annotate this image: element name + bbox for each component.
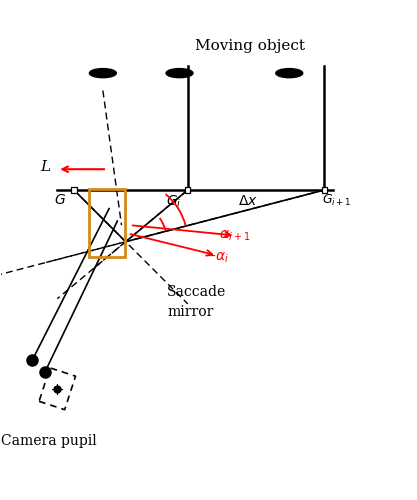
Text: $\Delta x$: $\Delta x$: [238, 194, 258, 208]
Text: Moving object: Moving object: [195, 39, 305, 53]
Ellipse shape: [89, 68, 116, 78]
Bar: [89, 189, 125, 257]
Text: Camera pupil: Camera pupil: [1, 434, 97, 448]
Bar: [71, 187, 77, 192]
Text: L: L: [40, 160, 50, 174]
Text: $-\alpha_i$: $-\alpha_i$: [204, 251, 230, 266]
Ellipse shape: [276, 68, 303, 78]
Bar: [185, 187, 191, 192]
Bar: [322, 187, 327, 192]
Text: $-\alpha_{i+1}$: $-\alpha_{i+1}$: [208, 228, 251, 242]
Ellipse shape: [166, 68, 193, 78]
Text: $G_i$: $G_i$: [166, 194, 181, 210]
Text: Saccade
mirror: Saccade mirror: [167, 285, 226, 318]
Text: $G$: $G$: [53, 194, 65, 207]
Text: $G_{i+1}$: $G_{i+1}$: [322, 194, 352, 208]
